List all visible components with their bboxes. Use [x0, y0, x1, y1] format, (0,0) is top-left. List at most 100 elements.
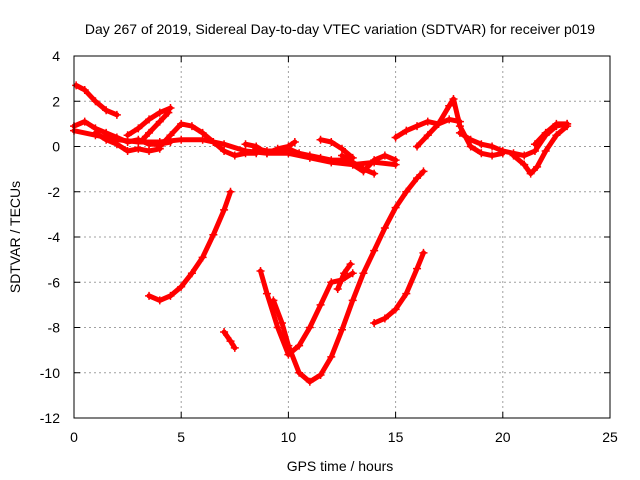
data-point	[177, 119, 186, 128]
series-track-i	[252, 144, 400, 176]
data-point	[102, 106, 111, 115]
data-point	[530, 140, 539, 149]
y-tick-label: 2	[52, 93, 60, 109]
data-point	[541, 128, 550, 137]
data-point	[295, 149, 304, 158]
series-track-p	[530, 119, 572, 149]
data-point	[273, 323, 282, 332]
data-point	[370, 169, 379, 178]
data-point	[226, 337, 235, 346]
data-point	[359, 165, 368, 174]
data-series	[70, 81, 572, 386]
data-point	[295, 368, 304, 377]
data-point	[520, 151, 529, 160]
series-line	[532, 121, 570, 147]
data-point	[198, 128, 207, 137]
grid	[74, 56, 610, 418]
data-point	[413, 174, 422, 183]
series-track-o	[509, 122, 572, 178]
data-point	[526, 169, 535, 178]
data-point	[327, 278, 336, 287]
data-point	[488, 151, 497, 160]
data-point	[402, 187, 411, 196]
data-point	[552, 119, 561, 128]
data-point	[413, 264, 422, 273]
data-point	[338, 151, 346, 160]
data-point	[284, 144, 293, 153]
data-point	[316, 135, 325, 144]
y-tick-label: -12	[40, 410, 60, 426]
series-track-u	[333, 260, 355, 294]
data-point	[380, 314, 389, 323]
data-point	[134, 137, 143, 146]
data-point	[498, 147, 507, 156]
data-point	[269, 296, 278, 305]
data-point	[91, 128, 100, 137]
series-line	[414, 96, 506, 159]
data-point	[166, 104, 175, 113]
data-point	[138, 135, 147, 144]
data-point	[413, 122, 422, 131]
y-tick-label: -6	[48, 274, 61, 290]
series-track-d	[91, 128, 164, 156]
data-point	[316, 153, 325, 162]
data-point	[252, 144, 261, 153]
y-axis-label: SDTVAR / TECUs	[7, 181, 23, 293]
x-axis-label: GPS time / hours	[287, 458, 394, 474]
series-track-e	[123, 104, 175, 140]
data-point	[455, 122, 464, 131]
data-point	[187, 269, 196, 278]
x-tick-label: 10	[281, 429, 297, 445]
series-line	[146, 189, 233, 303]
data-point	[145, 147, 154, 156]
data-point	[187, 122, 196, 131]
data-point	[509, 151, 518, 160]
data-point	[402, 289, 411, 298]
data-point	[220, 328, 229, 337]
data-point	[123, 147, 132, 156]
data-point	[370, 318, 379, 327]
series-line	[318, 137, 356, 161]
data-point	[155, 296, 164, 305]
chart-title: Day 267 of 2019, Sidereal Day-to-day VTE…	[85, 21, 595, 37]
series-track-f	[138, 108, 173, 144]
series-track-k	[338, 151, 379, 178]
data-point	[155, 117, 164, 126]
data-point	[155, 108, 164, 117]
data-point	[220, 205, 229, 214]
y-tick-label: 4	[52, 48, 60, 64]
data-point	[80, 117, 89, 126]
data-point	[488, 142, 497, 151]
data-point	[423, 117, 432, 126]
data-point	[145, 291, 154, 300]
data-point	[262, 147, 271, 156]
data-point	[166, 131, 175, 140]
data-point	[102, 135, 111, 144]
data-point	[112, 110, 121, 119]
data-point	[434, 119, 443, 128]
data-point	[305, 377, 314, 386]
series-track-t	[269, 167, 428, 386]
data-point	[380, 151, 389, 160]
data-point	[230, 151, 239, 160]
data-point	[209, 137, 218, 146]
data-point	[80, 85, 89, 94]
y-tick-label: -2	[48, 184, 61, 200]
data-point	[402, 126, 411, 135]
data-point	[338, 144, 346, 153]
data-point	[477, 140, 486, 149]
data-point	[520, 160, 529, 169]
x-tick-label: 0	[70, 429, 78, 445]
data-point	[338, 325, 346, 334]
series-track-a	[72, 81, 121, 119]
data-point	[423, 131, 432, 140]
y-tick-label: -10	[40, 365, 60, 381]
data-point	[552, 131, 561, 140]
data-point	[290, 137, 299, 146]
data-point	[391, 133, 400, 142]
data-point	[241, 140, 250, 149]
series-line	[339, 153, 377, 177]
data-point	[449, 94, 458, 103]
data-point	[134, 144, 143, 153]
data-point	[333, 285, 342, 294]
